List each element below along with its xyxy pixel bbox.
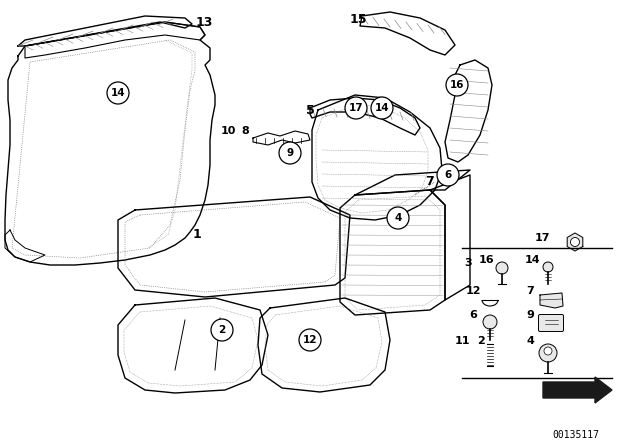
Polygon shape [567,233,583,251]
Text: 16: 16 [450,80,464,90]
Text: 5: 5 [306,103,314,116]
Text: 17: 17 [534,233,550,243]
Text: 6: 6 [469,310,477,320]
Text: 14: 14 [374,103,389,113]
Polygon shape [540,293,563,308]
Text: 12: 12 [465,286,481,296]
Text: 8: 8 [241,126,249,136]
Circle shape [279,142,301,164]
Circle shape [496,262,508,274]
Circle shape [299,329,321,351]
Circle shape [544,347,552,355]
Text: 1: 1 [193,228,202,241]
Text: 4: 4 [394,213,402,223]
Circle shape [539,344,557,362]
Text: 7: 7 [426,175,435,188]
Text: 9: 9 [526,310,534,320]
Text: 15: 15 [349,13,367,26]
Text: 2: 2 [477,336,485,346]
Text: 16: 16 [479,255,495,265]
Text: 7: 7 [526,286,534,296]
Text: 14: 14 [111,88,125,98]
Circle shape [387,207,409,229]
Circle shape [345,97,367,119]
Text: 00135117: 00135117 [552,430,600,440]
Circle shape [371,97,393,119]
FancyBboxPatch shape [538,314,563,332]
Circle shape [107,82,129,104]
Circle shape [543,262,553,272]
Text: 3: 3 [464,258,472,268]
Text: 6: 6 [444,170,452,180]
Circle shape [211,319,233,341]
Circle shape [570,237,579,246]
Text: 11: 11 [454,336,470,346]
Text: 17: 17 [349,103,364,113]
Text: 9: 9 [287,148,294,158]
Text: 12: 12 [303,335,317,345]
Text: 10: 10 [220,126,236,136]
Text: 4: 4 [526,336,534,346]
Circle shape [446,74,468,96]
Text: 14: 14 [525,255,541,265]
Text: 13: 13 [195,16,212,29]
Polygon shape [543,377,612,403]
Circle shape [437,164,459,186]
Text: 2: 2 [218,325,226,335]
Circle shape [483,315,497,329]
